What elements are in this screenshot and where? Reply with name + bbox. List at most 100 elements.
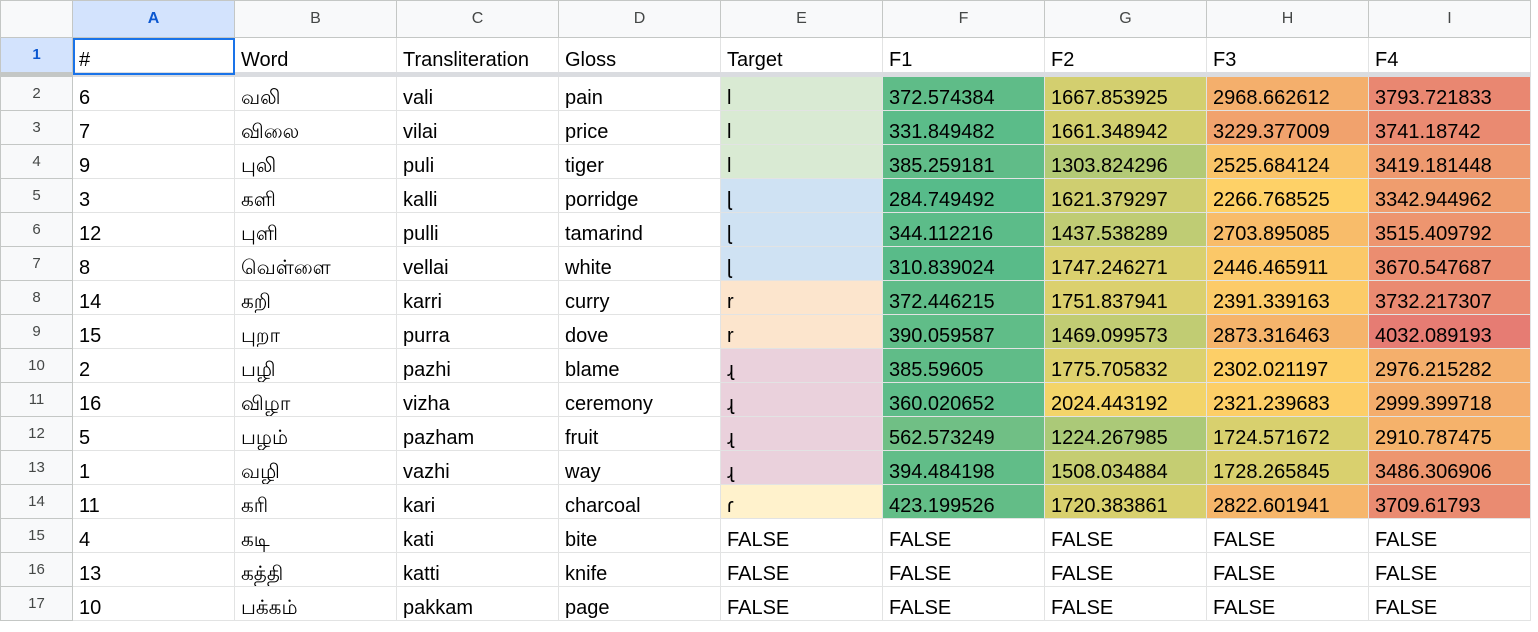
- cell-a13[interactable]: 1: [72, 450, 235, 485]
- cell-c6[interactable]: pulli: [396, 212, 559, 247]
- cell-c3[interactable]: vilai: [396, 110, 559, 145]
- cell-h17[interactable]: FALSE: [1206, 586, 1369, 621]
- cell-f3[interactable]: 331.849482: [882, 110, 1045, 145]
- cell-g10[interactable]: 1775.705832: [1044, 348, 1207, 383]
- column-header-c[interactable]: C: [396, 0, 559, 38]
- cell-h2[interactable]: 2968.662612: [1206, 74, 1369, 111]
- cell-h13[interactable]: 1728.265845: [1206, 450, 1369, 485]
- cell-g14[interactable]: 1720.383861: [1044, 484, 1207, 519]
- cell-h4[interactable]: 2525.684124: [1206, 144, 1369, 179]
- column-header-f[interactable]: F: [882, 0, 1045, 38]
- cell-g4[interactable]: 1303.824296: [1044, 144, 1207, 179]
- cell-b13[interactable]: வழி: [234, 450, 397, 485]
- cell-g9[interactable]: 1469.099573: [1044, 314, 1207, 349]
- cell-b12[interactable]: பழம்: [234, 416, 397, 451]
- cell-c13[interactable]: vazhi: [396, 450, 559, 485]
- cell-a17[interactable]: 10: [72, 586, 235, 621]
- cell-e9[interactable]: r: [720, 314, 883, 349]
- cell-a15[interactable]: 4: [72, 518, 235, 553]
- cell-h10[interactable]: 2302.021197: [1206, 348, 1369, 383]
- cell-h16[interactable]: FALSE: [1206, 552, 1369, 587]
- row-header-17[interactable]: 17: [0, 586, 73, 621]
- cell-c14[interactable]: kari: [396, 484, 559, 519]
- row-header-14[interactable]: 14: [0, 484, 73, 519]
- cell-b11[interactable]: விழா: [234, 382, 397, 417]
- cell-d13[interactable]: way: [558, 450, 721, 485]
- cell-h1[interactable]: F3: [1206, 37, 1369, 77]
- cell-b15[interactable]: கடி: [234, 518, 397, 553]
- cell-c11[interactable]: vizha: [396, 382, 559, 417]
- cell-e11[interactable]: ɻ: [720, 382, 883, 417]
- cell-g11[interactable]: 2024.443192: [1044, 382, 1207, 417]
- column-header-a[interactable]: A: [72, 0, 235, 38]
- cell-f15[interactable]: FALSE: [882, 518, 1045, 553]
- cell-i13[interactable]: 3486.306906: [1368, 450, 1531, 485]
- row-header-6[interactable]: 6: [0, 212, 73, 247]
- cell-h11[interactable]: 2321.239683: [1206, 382, 1369, 417]
- cell-e4[interactable]: l: [720, 144, 883, 179]
- cell-d15[interactable]: bite: [558, 518, 721, 553]
- cell-a10[interactable]: 2: [72, 348, 235, 383]
- row-header-15[interactable]: 15: [0, 518, 73, 553]
- cell-e16[interactable]: FALSE: [720, 552, 883, 587]
- cell-a8[interactable]: 14: [72, 280, 235, 315]
- cell-f1[interactable]: F1: [882, 37, 1045, 77]
- cell-f17[interactable]: FALSE: [882, 586, 1045, 621]
- cell-h3[interactable]: 3229.377009: [1206, 110, 1369, 145]
- cell-g8[interactable]: 1751.837941: [1044, 280, 1207, 315]
- cell-i6[interactable]: 3515.409792: [1368, 212, 1531, 247]
- cell-b16[interactable]: கத்தி: [234, 552, 397, 587]
- cell-c16[interactable]: katti: [396, 552, 559, 587]
- cell-f8[interactable]: 372.446215: [882, 280, 1045, 315]
- cell-e7[interactable]: ɭ: [720, 246, 883, 281]
- cell-d12[interactable]: fruit: [558, 416, 721, 451]
- cell-d16[interactable]: knife: [558, 552, 721, 587]
- cell-a14[interactable]: 11: [72, 484, 235, 519]
- cell-i8[interactable]: 3732.217307: [1368, 280, 1531, 315]
- cell-c17[interactable]: pakkam: [396, 586, 559, 621]
- cell-a3[interactable]: 7: [72, 110, 235, 145]
- cell-f4[interactable]: 385.259181: [882, 144, 1045, 179]
- cell-g1[interactable]: F2: [1044, 37, 1207, 77]
- cell-d5[interactable]: porridge: [558, 178, 721, 213]
- cell-b8[interactable]: கறி: [234, 280, 397, 315]
- cell-b5[interactable]: களி: [234, 178, 397, 213]
- cell-h7[interactable]: 2446.465911: [1206, 246, 1369, 281]
- cell-f14[interactable]: 423.199526: [882, 484, 1045, 519]
- cell-i12[interactable]: 2910.787475: [1368, 416, 1531, 451]
- cell-i2[interactable]: 3793.721833: [1368, 74, 1531, 111]
- cell-c9[interactable]: purra: [396, 314, 559, 349]
- cell-g16[interactable]: FALSE: [1044, 552, 1207, 587]
- cell-g12[interactable]: 1224.267985: [1044, 416, 1207, 451]
- cell-f7[interactable]: 310.839024: [882, 246, 1045, 281]
- row-header-13[interactable]: 13: [0, 450, 73, 485]
- cell-c10[interactable]: pazhi: [396, 348, 559, 383]
- cell-a2[interactable]: 6: [72, 74, 235, 111]
- cell-h14[interactable]: 2822.601941: [1206, 484, 1369, 519]
- cell-a9[interactable]: 15: [72, 314, 235, 349]
- cell-d10[interactable]: blame: [558, 348, 721, 383]
- cell-a12[interactable]: 5: [72, 416, 235, 451]
- cell-i9[interactable]: 4032.089193: [1368, 314, 1531, 349]
- cell-f2[interactable]: 372.574384: [882, 74, 1045, 111]
- cell-e13[interactable]: ɻ: [720, 450, 883, 485]
- cell-b4[interactable]: புலி: [234, 144, 397, 179]
- row-header-10[interactable]: 10: [0, 348, 73, 383]
- cell-h5[interactable]: 2266.768525: [1206, 178, 1369, 213]
- cell-c2[interactable]: vali: [396, 74, 559, 111]
- cell-e2[interactable]: l: [720, 74, 883, 111]
- row-header-9[interactable]: 9: [0, 314, 73, 349]
- cell-c5[interactable]: kalli: [396, 178, 559, 213]
- cell-e17[interactable]: FALSE: [720, 586, 883, 621]
- cell-i14[interactable]: 3709.61793: [1368, 484, 1531, 519]
- cell-i4[interactable]: 3419.181448: [1368, 144, 1531, 179]
- cell-g2[interactable]: 1667.853925: [1044, 74, 1207, 111]
- row-header-12[interactable]: 12: [0, 416, 73, 451]
- cell-c1[interactable]: Transliteration: [396, 37, 559, 77]
- cell-a11[interactable]: 16: [72, 382, 235, 417]
- cell-i17[interactable]: FALSE: [1368, 586, 1531, 621]
- cell-i5[interactable]: 3342.944962: [1368, 178, 1531, 213]
- cell-b3[interactable]: விலை: [234, 110, 397, 145]
- cell-d1[interactable]: Gloss: [558, 37, 721, 77]
- row-header-1[interactable]: 1: [0, 37, 73, 77]
